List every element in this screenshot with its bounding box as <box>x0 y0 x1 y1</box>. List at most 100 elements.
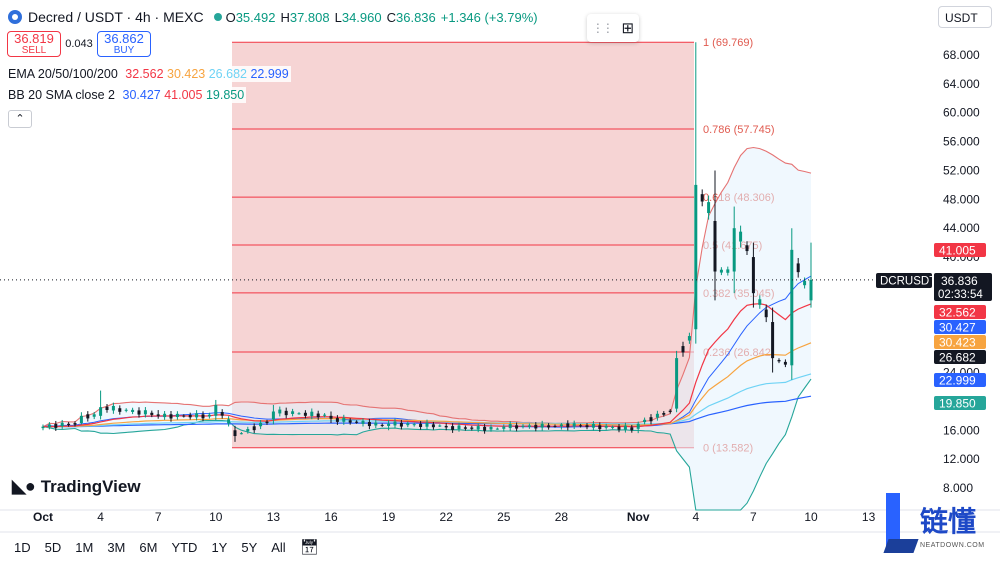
candle-body <box>348 420 352 423</box>
last-price-value: 36.836 <box>941 274 978 288</box>
candle-body <box>131 409 135 412</box>
time-tick-label: 10 <box>804 510 818 524</box>
candle-body <box>252 426 256 431</box>
price-tag-label: 19.850 <box>939 397 976 411</box>
range-3m[interactable]: 3M <box>107 539 126 555</box>
candle-body <box>163 413 167 418</box>
ema-legend[interactable]: EMA 20/50/100/200 32.562 30.423 26.682 2… <box>6 66 291 82</box>
candle-body <box>643 419 647 423</box>
sell-price: 36.819 <box>14 31 54 46</box>
candle-body <box>745 245 749 252</box>
price-tick-label: 64.000 <box>943 77 980 91</box>
range-all[interactable]: All <box>271 539 286 555</box>
range-1y[interactable]: 1Y <box>211 539 228 555</box>
candle-body <box>687 336 691 341</box>
candle-body <box>291 411 295 414</box>
buy-price: 36.862 <box>104 31 144 46</box>
collapse-legend-button[interactable]: ⌃ <box>8 110 32 128</box>
candle-body <box>662 413 666 415</box>
candle-body <box>553 425 557 427</box>
candle-body <box>355 421 359 423</box>
candle-body <box>169 414 173 419</box>
bb-mid-value: 30.427 <box>122 88 161 102</box>
candle-body <box>60 422 64 427</box>
symbol-title[interactable]: Decred / USDT · 4h · MEXC <box>28 9 204 25</box>
candle-body <box>156 414 160 416</box>
candle-body <box>611 426 615 428</box>
candle-body <box>598 425 602 429</box>
price-tick-label: 16.000 <box>943 423 980 437</box>
price-tick-label: 68.000 <box>943 48 980 62</box>
decred-logo-icon <box>8 10 22 24</box>
candle-body <box>457 425 461 429</box>
bb-lower-value: 19.850 <box>205 88 245 102</box>
tradingview-logo[interactable]: ◣● TradingView <box>12 476 141 497</box>
range-5d[interactable]: 5D <box>44 539 62 555</box>
market-open-status-icon <box>213 13 222 21</box>
candle-body <box>668 410 672 412</box>
candle-body <box>188 414 192 418</box>
range-ytd[interactable]: YTD <box>171 539 198 555</box>
candle-body <box>681 346 685 353</box>
range-1d[interactable]: 1D <box>14 539 31 555</box>
candle-body <box>329 415 333 419</box>
ema20-value: 32.562 <box>125 67 164 81</box>
candle-body <box>297 413 301 415</box>
price-tick-label: 52.000 <box>943 163 980 177</box>
candle-body <box>265 421 269 424</box>
candle-body <box>323 414 327 416</box>
bb-legend[interactable]: BB 20 SMA close 2 30.427 41.005 19.850 <box>6 87 247 103</box>
price-tag-bg <box>934 335 986 349</box>
bollinger-upper-line <box>42 146 812 428</box>
candle-body <box>284 410 288 416</box>
range-6m[interactable]: 6M <box>139 539 158 555</box>
candle-body <box>367 422 371 427</box>
candle-body <box>207 414 211 417</box>
candle-body <box>67 423 71 426</box>
candle-body <box>431 424 435 428</box>
sell-button[interactable]: 36.819 SELL <box>7 31 61 57</box>
price-tag-bg <box>934 243 986 257</box>
candle-body <box>777 359 781 362</box>
candle-body <box>604 425 608 428</box>
candle-body <box>137 410 141 415</box>
candle-body <box>335 418 339 422</box>
price-tag-label: 32.562 <box>939 306 976 320</box>
candle-body <box>700 194 704 202</box>
candle-body <box>534 424 538 429</box>
time-tick-label: Nov <box>627 510 650 524</box>
price-tag-label: 26.682 <box>939 351 976 365</box>
candle-body <box>636 423 640 429</box>
candle-body <box>515 425 519 429</box>
time-tick-label: 22 <box>440 510 454 524</box>
currency-button[interactable]: USDT <box>938 6 992 28</box>
candle-body <box>271 411 275 420</box>
price-tag: 22.999 <box>934 373 986 388</box>
candle-body <box>758 299 762 305</box>
drawing-floating-toolbar[interactable]: ⋮⋮ ⊞ <box>587 14 639 42</box>
range-5y[interactable]: 5Y <box>241 539 258 555</box>
price-tag: 19.850 <box>934 396 986 411</box>
candle-body <box>406 423 410 426</box>
buy-button[interactable]: 36.862 BUY <box>97 31 151 57</box>
object-tree-icon[interactable]: ⊞ <box>621 20 635 37</box>
candle-body <box>278 409 282 414</box>
calendar-icon[interactable]: 📅︎ <box>299 539 319 556</box>
symbol-header: Decred / USDT · 4h · MEXC O35.492 H37.808… <box>8 6 543 28</box>
candle-body <box>476 426 480 430</box>
price-tag-bg <box>934 320 986 334</box>
candle-body <box>803 280 807 286</box>
candle-body <box>79 415 83 424</box>
candle-body <box>796 263 800 273</box>
candle-body <box>649 417 653 422</box>
price-tag-bg <box>934 373 986 387</box>
candle-body <box>719 269 723 273</box>
drag-handle-icon[interactable]: ⋮⋮ <box>591 21 614 35</box>
candle-body <box>99 407 103 416</box>
range-1m[interactable]: 1M <box>75 539 94 555</box>
candle-body <box>393 421 397 426</box>
symbol-tag-bg <box>876 273 932 288</box>
candle-body <box>630 427 634 431</box>
candle-body <box>751 257 755 294</box>
